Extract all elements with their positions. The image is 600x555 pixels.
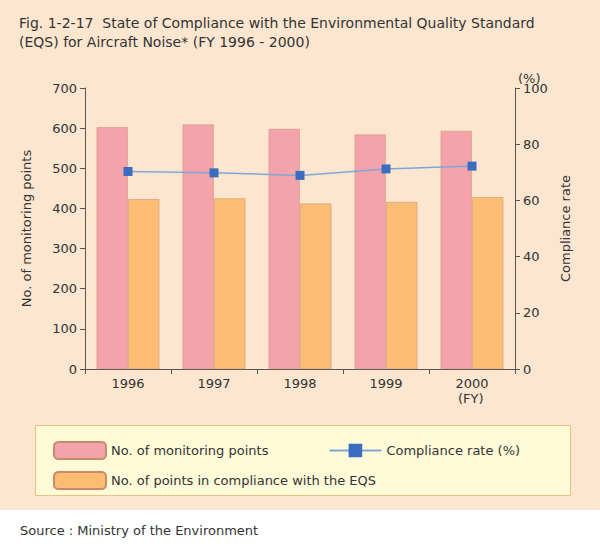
svg-text:100: 100: [52, 321, 77, 336]
svg-text:No. of points in compliance wi: No. of points in compliance with the EQS: [111, 473, 376, 488]
svg-text:200: 200: [52, 281, 77, 296]
svg-text:(EQS) for Aircraft Noise* (FY: (EQS) for Aircraft Noise* (FY 1996 - 200…: [19, 34, 310, 50]
svg-text:2000: 2000: [455, 376, 488, 391]
svg-text:1999: 1999: [369, 376, 402, 391]
svg-text:1998: 1998: [283, 376, 316, 391]
svg-text:20: 20: [523, 305, 540, 320]
svg-text:Compliance rate (%): Compliance rate (%): [386, 443, 520, 458]
svg-text:700: 700: [52, 81, 77, 96]
svg-text:600: 600: [52, 121, 77, 136]
svg-text:No. of monitoring points: No. of monitoring points: [19, 150, 34, 308]
svg-text:400: 400: [52, 201, 77, 216]
svg-text:500: 500: [52, 161, 77, 176]
svg-text:40: 40: [523, 249, 540, 264]
svg-text:(FY): (FY): [458, 391, 484, 406]
svg-text:300: 300: [52, 241, 77, 256]
svg-text:Fig. 1-2-17 State of Complian: Fig. 1-2-17 State of Compliance with the…: [19, 15, 539, 31]
svg-text:1997: 1997: [197, 376, 230, 391]
svg-text:Compliance rate: Compliance rate: [558, 175, 573, 282]
svg-text:0: 0: [69, 362, 77, 377]
svg-text:80: 80: [523, 137, 540, 152]
svg-text:Source : Ministry of the Envir: Source : Ministry of the Environment: [20, 523, 258, 538]
svg-text:1996: 1996: [111, 376, 144, 391]
svg-text:0: 0: [523, 362, 531, 377]
svg-text:60: 60: [523, 193, 540, 208]
svg-text:No. of monitoring points: No. of monitoring points: [111, 443, 269, 458]
svg-text:100: 100: [523, 81, 548, 96]
